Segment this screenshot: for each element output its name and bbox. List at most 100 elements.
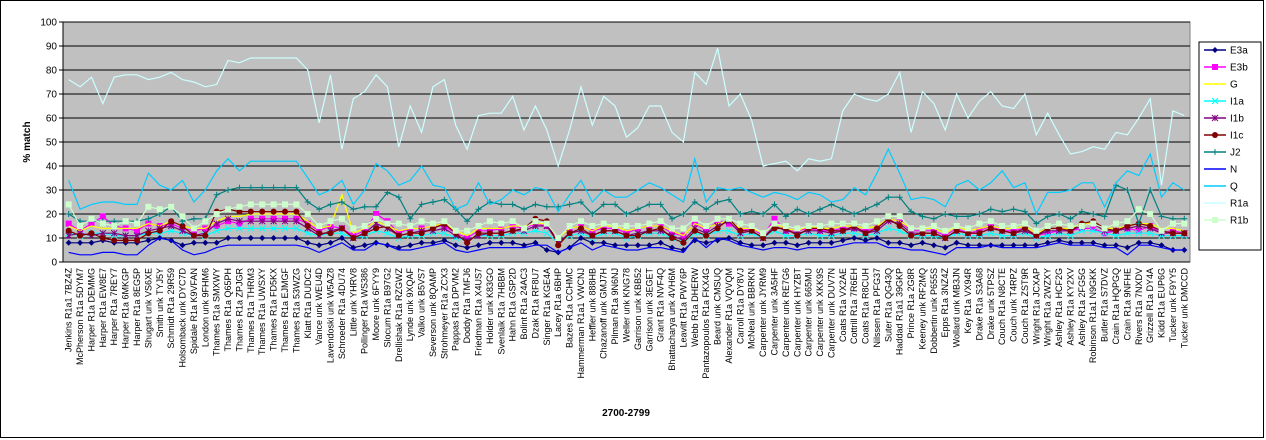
marker — [589, 239, 596, 246]
x-tick-label: Ashley R1a KY2XV — [1065, 268, 1075, 346]
marker — [225, 235, 232, 241]
marker — [304, 199, 311, 205]
marker — [475, 242, 482, 249]
marker — [999, 223, 1006, 229]
marker — [281, 201, 288, 208]
marker — [976, 211, 983, 217]
y-tick-label: 90 — [46, 42, 58, 53]
marker — [771, 215, 778, 222]
marker — [316, 230, 323, 237]
marker — [839, 227, 846, 234]
x-tick-label: Dobbertin unk P655S — [929, 268, 939, 354]
marker — [714, 215, 721, 222]
marker — [908, 208, 915, 215]
marker — [202, 218, 209, 225]
marker — [589, 223, 596, 229]
marker — [828, 227, 835, 234]
x-tick-label: Vance unk WEU4D — [314, 268, 324, 345]
x-tick-label: Kidd R1a EUP6G — [1157, 268, 1167, 338]
marker — [657, 225, 664, 232]
marker — [1021, 208, 1028, 215]
marker — [270, 201, 277, 208]
marker — [236, 235, 243, 241]
x-tick-label: Valko unk B5VS7 — [417, 268, 427, 337]
legend-label: I1a — [1230, 97, 1244, 108]
marker — [851, 220, 858, 227]
x-tick-label: Bhattacharya unk 4VH6M — [667, 268, 677, 371]
marker — [794, 206, 801, 213]
marker — [748, 208, 755, 215]
x-tick-label: Wright R1a JCXAP — [1031, 268, 1041, 344]
marker — [475, 230, 482, 237]
x-tick-label: Wright R1a 2WZXY — [1043, 268, 1053, 346]
marker — [817, 206, 824, 213]
marker — [350, 225, 357, 232]
marker — [270, 217, 277, 225]
x-tick-label: Rivers R1a 7NXDV — [1134, 268, 1144, 345]
marker — [110, 229, 118, 237]
marker — [896, 213, 903, 220]
marker — [486, 230, 493, 237]
marker — [99, 220, 106, 227]
marker — [532, 201, 539, 208]
marker — [646, 201, 653, 208]
marker — [1056, 211, 1063, 217]
legend-label: I1c — [1230, 131, 1243, 142]
marker — [543, 247, 550, 253]
marker — [760, 242, 767, 249]
marker — [133, 220, 140, 227]
marker — [942, 235, 949, 241]
x-tick-label: Carpenter unk HYZBT — [792, 268, 802, 358]
marker — [965, 230, 972, 237]
marker — [1010, 223, 1017, 229]
marker — [669, 215, 676, 222]
x-tick-label: Harper R1a 6MKGP — [121, 268, 131, 349]
marker — [77, 232, 84, 239]
series-line — [68, 237, 1185, 256]
marker — [646, 227, 653, 234]
marker — [407, 223, 414, 229]
marker — [293, 208, 300, 215]
x-tick-label: Carpenter unk DUV7N — [826, 268, 836, 358]
marker — [1181, 230, 1188, 237]
legend-label: R1a — [1230, 199, 1249, 210]
marker — [1113, 242, 1120, 249]
marker — [1090, 220, 1097, 227]
marker — [304, 239, 311, 246]
marker — [930, 230, 937, 237]
marker — [1147, 187, 1154, 193]
x-tick-label: Harper R1a DEMMG — [86, 268, 96, 352]
marker — [634, 242, 641, 249]
marker — [965, 213, 972, 220]
legend-label: E3a — [1230, 46, 1248, 57]
x-tick-label: Doddy R1a TMFJ6 — [462, 268, 472, 343]
marker — [589, 211, 596, 217]
marker — [452, 227, 459, 234]
marker — [338, 215, 345, 222]
marker — [293, 201, 300, 208]
marker — [418, 230, 425, 237]
marker — [316, 206, 323, 213]
x-tick-label: Key R1a VX94R — [963, 268, 973, 334]
marker — [612, 201, 619, 208]
marker — [543, 203, 550, 210]
y-tick-label: 20 — [46, 210, 58, 221]
marker — [498, 201, 505, 208]
marker — [464, 244, 471, 251]
marker — [338, 235, 345, 241]
x-tick-label: Crain R1a HQPGQ — [1111, 268, 1121, 345]
marker — [589, 232, 596, 239]
marker — [281, 225, 289, 232]
marker — [828, 239, 835, 246]
marker — [1135, 239, 1142, 246]
x-tick-label: Hahn R1a GSP2D — [508, 268, 518, 342]
marker — [987, 229, 995, 237]
legend-label: E3b — [1230, 63, 1248, 74]
x-tick-label: Heffler unk 888HB — [587, 268, 597, 341]
marker — [236, 217, 243, 225]
marker — [930, 215, 937, 222]
x-tick-label: Pantazopoulos R1a FKX4G — [701, 268, 711, 379]
marker — [407, 215, 414, 222]
marker — [179, 242, 186, 249]
marker — [680, 211, 687, 217]
